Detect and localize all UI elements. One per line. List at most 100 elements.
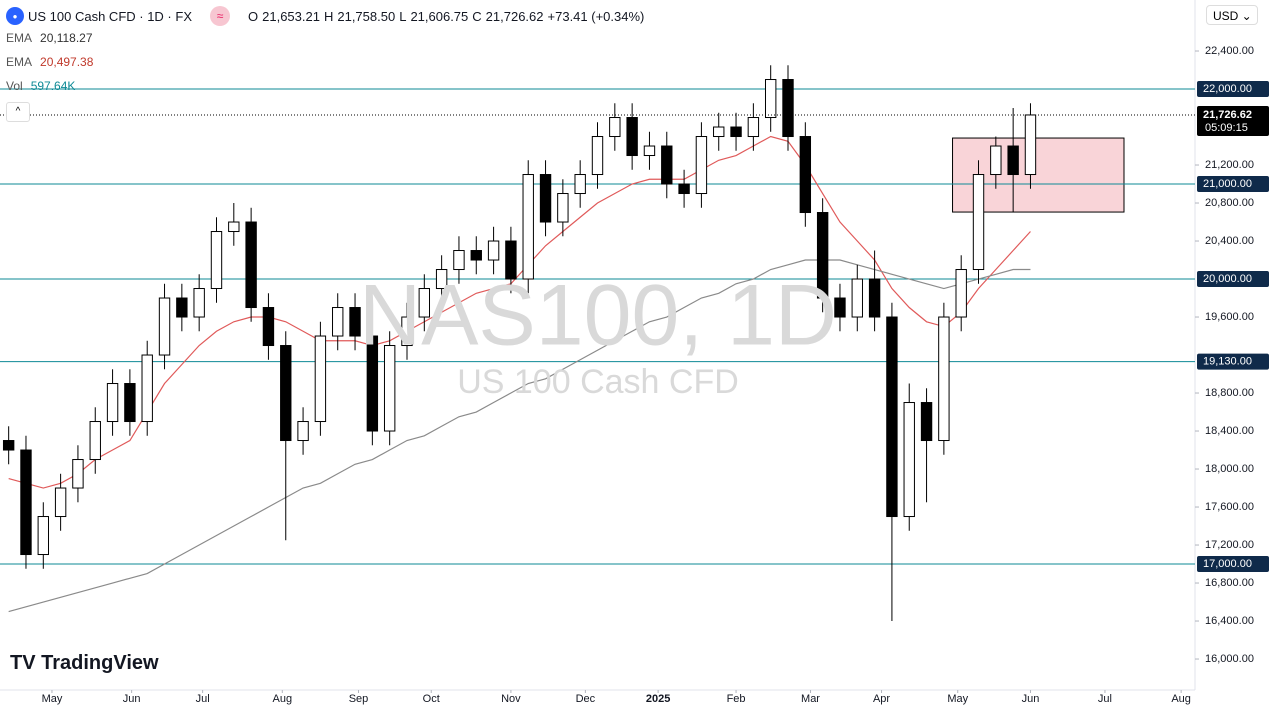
currency-select[interactable]: USD ⌄ [1206, 5, 1258, 25]
candle-body [522, 174, 534, 280]
y-tick-label: 18,400.00 [1205, 425, 1254, 437]
y-tick-label: 21,200.00 [1205, 159, 1254, 171]
candle-body [314, 335, 327, 423]
x-tick-label: Apr [873, 693, 890, 705]
candle-body [349, 307, 361, 337]
o-label: O [248, 8, 259, 24]
candle-body [609, 117, 621, 138]
candle-body [89, 421, 101, 461]
high-value: 21,758.50 [337, 8, 396, 24]
candle-body [990, 145, 1002, 176]
low-value: 21,606.75 [410, 8, 469, 24]
indicator[interactable]: EMA 20,118.27 [6, 31, 93, 45]
brand-logo: TV TradingView [10, 652, 159, 674]
x-tick-label: Dec [576, 693, 596, 705]
c-label: C [472, 8, 482, 24]
candle-body [245, 221, 257, 309]
y-tick-label: 20,400.00 [1205, 235, 1254, 247]
indicator-value: 20,118.27 [40, 31, 93, 45]
x-tick-label: Aug [1171, 693, 1191, 705]
open-value: 21,653.21 [262, 8, 320, 24]
candle-body [574, 174, 586, 195]
candle-body [124, 383, 136, 423]
level-label: 17,000.00 [1203, 558, 1252, 570]
candle-body [262, 307, 275, 347]
y-tick-label: 16,800.00 [1205, 577, 1254, 589]
close-value: 21,726.62 [485, 8, 544, 24]
candle-body [418, 288, 431, 318]
x-tick-label: Jun [1022, 693, 1040, 705]
candle-body [20, 449, 32, 556]
y-tick-label: 17,200.00 [1205, 539, 1254, 551]
x-tick-label: Feb [727, 693, 746, 705]
candle-body [816, 212, 829, 299]
x-tick-label: Jul [1098, 693, 1112, 705]
last-price-label: 21,726.62 [1203, 109, 1252, 121]
candle-body [366, 335, 379, 432]
candle-body [158, 297, 171, 356]
candle-body [920, 402, 933, 442]
candle-body [106, 383, 119, 423]
candle-body [487, 240, 500, 261]
candle-body [141, 354, 153, 423]
y-tick-label: 20,800.00 [1205, 197, 1254, 209]
y-tick-label: 18,000.00 [1205, 463, 1254, 475]
level-label: 22,000.00 [1203, 83, 1252, 95]
ema-line [8, 259, 1031, 613]
compare-icon[interactable]: ≈ [210, 6, 230, 26]
candle-body [37, 516, 49, 556]
candle-body [470, 250, 482, 261]
brand: TradingView [41, 652, 159, 674]
x-tick-label: Nov [501, 693, 521, 705]
candle-body [72, 459, 84, 489]
candle-body [834, 297, 846, 318]
y-tick-label: 19,600.00 [1205, 311, 1254, 323]
last-price-box [1197, 105, 1269, 136]
change: +73.41 (+0.34%) [547, 8, 645, 24]
x-tick-label: May [42, 693, 63, 705]
candle-body [643, 145, 656, 157]
collapse-button[interactable]: ^ [6, 102, 30, 122]
candle-body [972, 174, 985, 271]
indicator-value: 597.64K [30, 79, 76, 93]
candle-body [557, 193, 569, 223]
level-label-box [1197, 556, 1269, 573]
candle-body [2, 440, 15, 451]
candle-body [938, 316, 950, 442]
indicator[interactable]: Vol 597.64K [6, 79, 75, 93]
symbol[interactable]: US 100 Cash CFD · 1D · FX [28, 8, 192, 24]
level-label-box [1197, 176, 1269, 193]
candle-body [332, 307, 344, 337]
candle-body [851, 278, 863, 318]
candle-body [626, 117, 638, 157]
x-tick-label: May [947, 693, 968, 705]
candle-body [210, 231, 223, 290]
candle-body [695, 136, 708, 195]
level-label: 21,000.00 [1203, 178, 1252, 190]
y-tick-label: 22,400.00 [1205, 45, 1254, 57]
candle-body [54, 487, 67, 518]
level-label: 20,000.00 [1203, 273, 1252, 285]
countdown: 05:09:15 [1205, 122, 1248, 134]
x-tick-label: Jun [123, 693, 141, 705]
candle-body [591, 136, 604, 176]
level-label-box [1197, 81, 1269, 98]
candle-body [713, 126, 725, 138]
candle-body [176, 297, 188, 318]
candle-body [764, 79, 777, 119]
candle-body [280, 345, 292, 442]
indicator[interactable]: EMA 20,497.38 [6, 55, 93, 69]
level-label-box [1197, 271, 1269, 288]
ema-line [8, 135, 1031, 489]
candle-body [505, 240, 517, 280]
y-tick-label: 17,600.00 [1205, 501, 1254, 513]
x-tick-label: Aug [273, 693, 293, 705]
y-tick-label: 18,800.00 [1205, 387, 1254, 399]
x-tick-label: Mar [801, 693, 820, 705]
level-label: 19,130.00 [1203, 356, 1252, 368]
candle-body [1024, 114, 1037, 176]
candle-body [297, 421, 309, 442]
indicator-name: Vol [6, 79, 23, 93]
candle-body [955, 269, 967, 318]
